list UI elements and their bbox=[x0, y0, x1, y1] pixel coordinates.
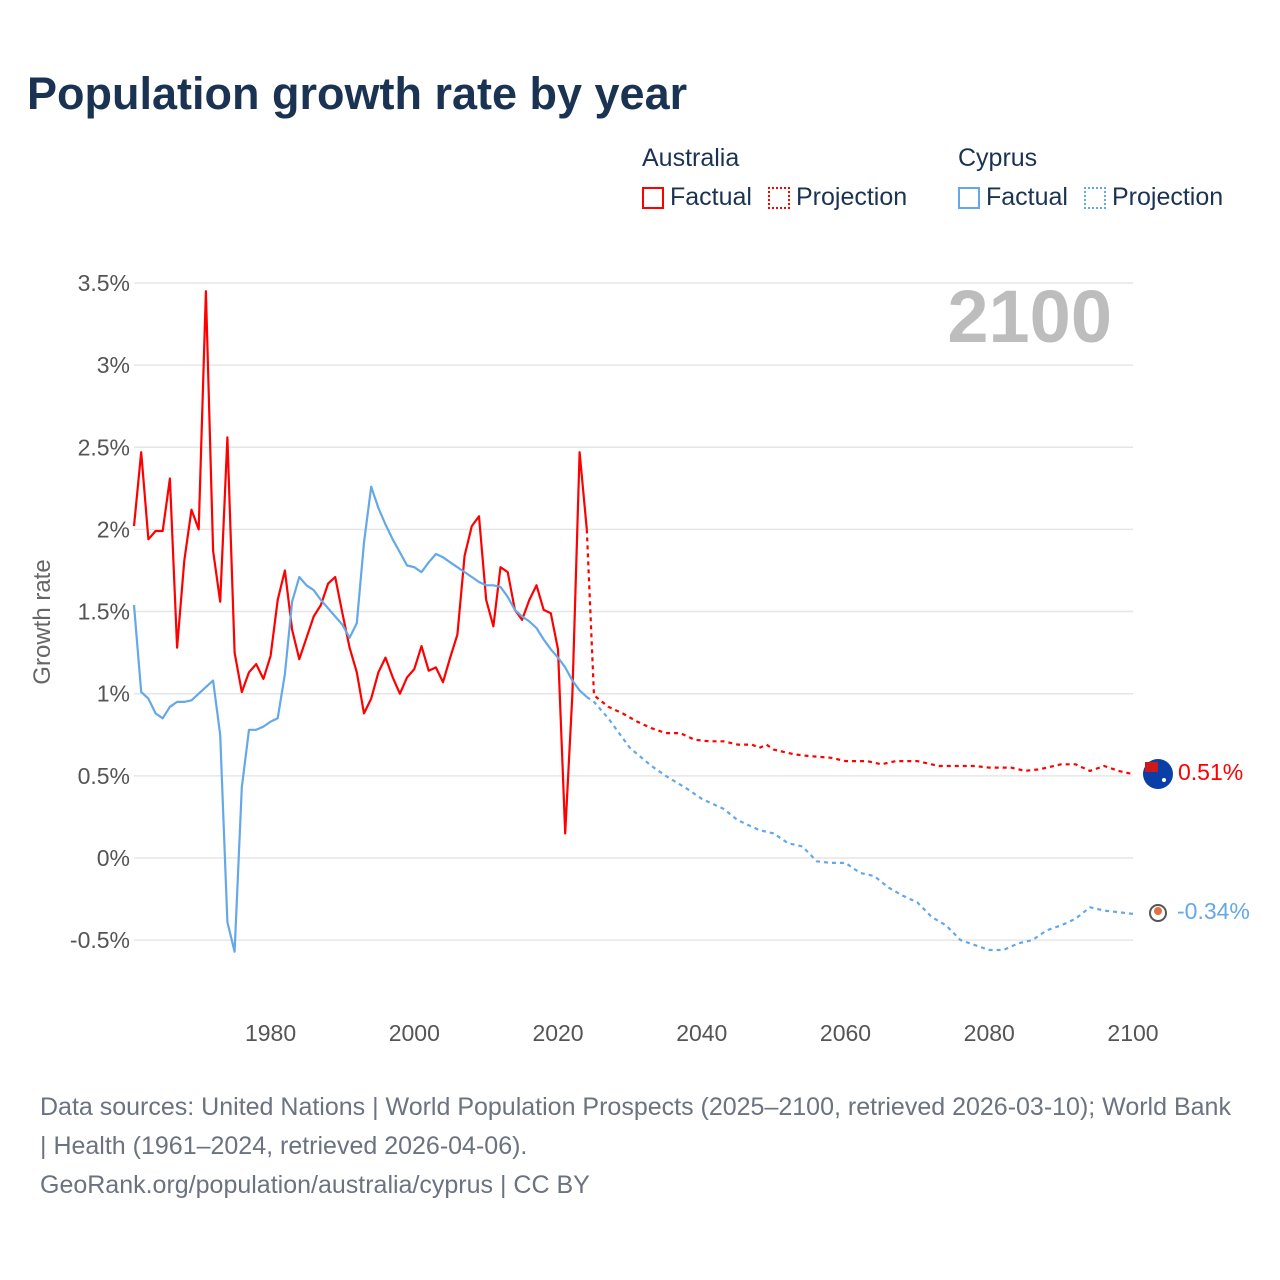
legend-country-australia: Australia bbox=[642, 144, 740, 172]
y-tick-label: 3% bbox=[97, 352, 130, 378]
legend-cyprus-projection[interactable]: Projection bbox=[1083, 183, 1224, 212]
y-tick-label: 0.5% bbox=[78, 763, 130, 789]
data-sources: Data sources: United Nations | World Pop… bbox=[40, 1093, 1231, 1160]
x-tick-label: 2040 bbox=[676, 1020, 727, 1046]
footer: Data sources: United Nations | World Pop… bbox=[40, 1088, 1240, 1205]
legend-cyprus-factual[interactable]: Factual bbox=[958, 183, 1068, 212]
y-tick-label: 1% bbox=[97, 681, 130, 707]
series-line-cyprus-projection bbox=[586, 696, 1134, 952]
y-tick-label: 1.5% bbox=[78, 599, 130, 625]
x-tick-label: 2000 bbox=[389, 1020, 440, 1046]
y-axis-label: Growth rate bbox=[29, 559, 56, 684]
x-tick-label: 2020 bbox=[532, 1020, 583, 1046]
y-tick-label: 0% bbox=[97, 845, 130, 871]
x-tick-label: 2060 bbox=[820, 1020, 871, 1046]
cyprus-flag-icon bbox=[1149, 904, 1167, 922]
cyprus-end-label: -0.34% bbox=[1177, 898, 1250, 924]
dotted-swatch-icon bbox=[767, 186, 790, 209]
australia-flag-icon bbox=[1143, 759, 1173, 789]
credit-link[interactable]: GeoRank.org/population/australia/cyprus … bbox=[40, 1171, 590, 1199]
australia-end-label: 0.51% bbox=[1178, 759, 1243, 785]
legend-country-cyprus: Cyprus bbox=[958, 144, 1038, 172]
y-tick-label: 2% bbox=[97, 516, 130, 542]
legend-label: Factual bbox=[670, 183, 752, 211]
x-tick-label: 1980 bbox=[245, 1020, 296, 1046]
legend-label: Projection bbox=[795, 183, 908, 211]
dotted-swatch-icon bbox=[1083, 186, 1106, 209]
chart-title: Population growth rate by year bbox=[27, 68, 688, 119]
solid-swatch-icon bbox=[958, 186, 980, 209]
legend-australia-factual[interactable]: Factual bbox=[642, 183, 752, 212]
y-tick-label: 3.5% bbox=[78, 270, 130, 296]
series-line-cyprus-factual bbox=[132, 485, 588, 953]
y-tick-label: 2.5% bbox=[78, 434, 130, 460]
series-line-australia-factual bbox=[132, 290, 588, 835]
x-tick-label: 2100 bbox=[1107, 1020, 1158, 1046]
legend-australia: Australia Factual Projection bbox=[642, 144, 907, 212]
legend-cyprus: Cyprus Factual Projection bbox=[958, 144, 1223, 212]
y-tick-label: -0.5% bbox=[70, 927, 130, 953]
solid-swatch-icon bbox=[642, 186, 664, 209]
series-line-australia-projection bbox=[585, 529, 1134, 776]
year-watermark: 2100 bbox=[947, 275, 1112, 358]
x-tick-label: 2080 bbox=[964, 1020, 1015, 1046]
legend-label: Projection bbox=[1111, 183, 1224, 211]
legend-label: Factual bbox=[986, 183, 1068, 211]
legend-australia-projection[interactable]: Projection bbox=[767, 183, 908, 212]
